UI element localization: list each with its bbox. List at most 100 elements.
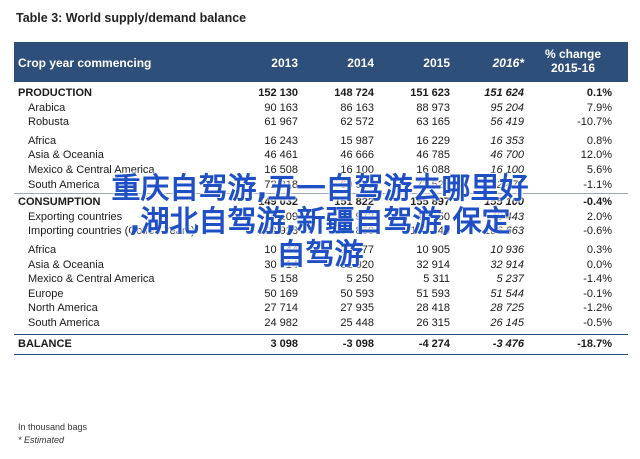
cell-2014: 86 163 bbox=[340, 101, 374, 114]
cell-2015: 28 418 bbox=[416, 302, 450, 315]
table-row: BALANCE 3 098 -3 098 -4 274 -3 476 -18.7… bbox=[14, 337, 628, 352]
change-header: % change 2015-16 bbox=[528, 47, 618, 75]
cell-2016: 5 237 bbox=[496, 273, 524, 286]
cell-change: 0.1% bbox=[586, 87, 612, 99]
table-row: North America 27 714 27 935 28 418 28 72… bbox=[14, 301, 628, 316]
cell-2013: 90 163 bbox=[264, 101, 298, 114]
cell-2014: 15 987 bbox=[340, 134, 374, 147]
table-row: Africa 16 243 15 987 16 229 16 353 0.8% bbox=[14, 134, 628, 149]
cell-2015: 51 593 bbox=[416, 287, 450, 300]
cell-2014: 31 920 bbox=[340, 258, 374, 271]
row-label: Europe bbox=[28, 287, 64, 300]
row-label: North America bbox=[28, 302, 98, 315]
cell-change: -0.1% bbox=[583, 287, 612, 300]
cell-2013: 50 169 bbox=[264, 287, 298, 300]
cell-2016: 10 936 bbox=[490, 243, 524, 256]
cell-change: 0.0% bbox=[586, 258, 612, 271]
cell-2013: 102 923 bbox=[258, 225, 298, 238]
table-row: Mexico & Central America 16 508 16 100 1… bbox=[14, 163, 628, 178]
table-row: South America 24 982 25 448 26 315 26 14… bbox=[14, 316, 628, 331]
row-label: Importing countries (Coffee Years) bbox=[28, 225, 195, 238]
row-label: Africa bbox=[28, 134, 57, 147]
cell-2014: 46 666 bbox=[340, 149, 374, 162]
footnote-units: In thousand bags bbox=[18, 422, 88, 432]
cell-2015: 107 446 bbox=[410, 225, 450, 238]
cell-2013: 46 109 bbox=[264, 210, 298, 223]
cell-2015: 72 521 bbox=[416, 178, 450, 191]
cell-change: -1.4% bbox=[583, 273, 612, 286]
cell-2015: 151 623 bbox=[410, 87, 450, 99]
cell-2015: 26 315 bbox=[416, 316, 450, 329]
cell-2013: 27 714 bbox=[264, 302, 298, 315]
row-label: Arabica bbox=[28, 101, 66, 114]
row-label: PRODUCTION bbox=[18, 87, 92, 99]
cell-2015: 5 311 bbox=[423, 273, 450, 286]
footnote-estimated: * Estimated bbox=[18, 435, 65, 445]
cell-change: -0.6% bbox=[583, 225, 612, 238]
cell-2016: 16 353 bbox=[490, 134, 524, 147]
cell-2015: 10 905 bbox=[416, 243, 450, 256]
year-header-2013: 2013 bbox=[271, 56, 298, 70]
row-label: BALANCE bbox=[18, 337, 72, 350]
cell-2016: 56 419 bbox=[490, 116, 524, 129]
cell-2015: 46 785 bbox=[416, 149, 450, 162]
cell-2015: 88 973 bbox=[416, 101, 450, 114]
cell-2013: 152 130 bbox=[258, 87, 298, 99]
cell-change: -1.2% bbox=[583, 302, 612, 315]
cell-2013: 24 982 bbox=[264, 316, 298, 329]
supply-demand-table: Crop year commencing 2013 2014 2015 2016… bbox=[14, 42, 628, 357]
row-label: Robusta bbox=[28, 116, 69, 129]
table-header: Crop year commencing 2013 2014 2015 2016… bbox=[14, 42, 628, 82]
cell-2015: 16 229 bbox=[416, 134, 450, 147]
cell-2016: 72 471 bbox=[490, 178, 524, 191]
cell-change: -1.1% bbox=[583, 178, 612, 191]
row-label: South America bbox=[28, 316, 100, 329]
cell-2014: 10 677 bbox=[340, 243, 374, 256]
footnotes: In thousand bags * Estimated bbox=[18, 421, 87, 447]
cell-2013: 30 714 bbox=[264, 258, 298, 271]
cell-2016: 51 544 bbox=[490, 287, 524, 300]
cell-2014: 62 572 bbox=[340, 116, 374, 129]
cell-2015: 16 088 bbox=[416, 163, 450, 176]
cell-change: 0.8% bbox=[586, 134, 612, 147]
cell-2015: 48 450 bbox=[416, 210, 450, 223]
cell-2013: 149 032 bbox=[258, 196, 298, 209]
cell-2014: 5 250 bbox=[346, 273, 374, 286]
cell-2016: 151 624 bbox=[484, 87, 524, 99]
cell-change: -18.7% bbox=[577, 337, 612, 350]
cell-2016: 16 100 bbox=[490, 163, 524, 176]
cell-2016: -3 476 bbox=[492, 337, 524, 350]
year-header-2016: 2016* bbox=[492, 56, 524, 70]
row-label: Asia & Oceania bbox=[28, 258, 104, 271]
cell-2016: 48 443 bbox=[490, 210, 524, 223]
change-header-line2: 2015-16 bbox=[550, 61, 596, 75]
table-row: Robusta 61 967 62 572 63 165 56 419 -10.… bbox=[14, 115, 628, 130]
cell-change: -10.7% bbox=[577, 116, 612, 129]
cell-2014: -3 098 bbox=[342, 337, 374, 350]
cell-2014: 27 935 bbox=[340, 302, 374, 315]
cell-2015: -4 274 bbox=[418, 337, 450, 350]
change-header-line1: % change bbox=[544, 47, 601, 61]
table-row: Asia & Oceania 30 714 31 920 32 914 32 9… bbox=[14, 258, 628, 273]
table-row: Asia & Oceania 46 461 46 666 46 785 46 7… bbox=[14, 148, 628, 163]
cell-2016: 95 204 bbox=[490, 101, 524, 114]
table-row: Europe 50 169 50 593 51 593 51 544 -0.1% bbox=[14, 287, 628, 302]
cell-2013: 46 461 bbox=[264, 149, 298, 162]
table-row: PRODUCTION 152 130 148 724 151 623 151 6… bbox=[14, 86, 628, 101]
table-row: Importing countries (Coffee Years) 102 9… bbox=[14, 224, 628, 239]
cell-change: -0.4% bbox=[583, 196, 612, 209]
cell-2014: 25 448 bbox=[340, 316, 374, 329]
cell-2014: 148 724 bbox=[334, 87, 374, 99]
row-label: Exporting countries bbox=[28, 210, 123, 223]
table-row: Arabica 90 163 86 163 88 973 95 204 7.9% bbox=[14, 101, 628, 116]
year-header-2014: 2014 bbox=[347, 56, 374, 70]
cell-2014: 16 100 bbox=[340, 163, 374, 176]
table-title: Table 3: World supply/demand balance bbox=[16, 11, 247, 25]
cell-change: 12.0% bbox=[580, 149, 612, 162]
crop-year-header: Crop year commencing bbox=[18, 56, 152, 70]
cell-2016: 32 914 bbox=[490, 258, 524, 271]
cell-2016: 46 700 bbox=[490, 149, 524, 162]
row-label: Asia & Oceania bbox=[28, 149, 104, 162]
row-label: CONSUMPTION bbox=[18, 196, 101, 209]
cell-2013: 16 243 bbox=[264, 134, 298, 147]
